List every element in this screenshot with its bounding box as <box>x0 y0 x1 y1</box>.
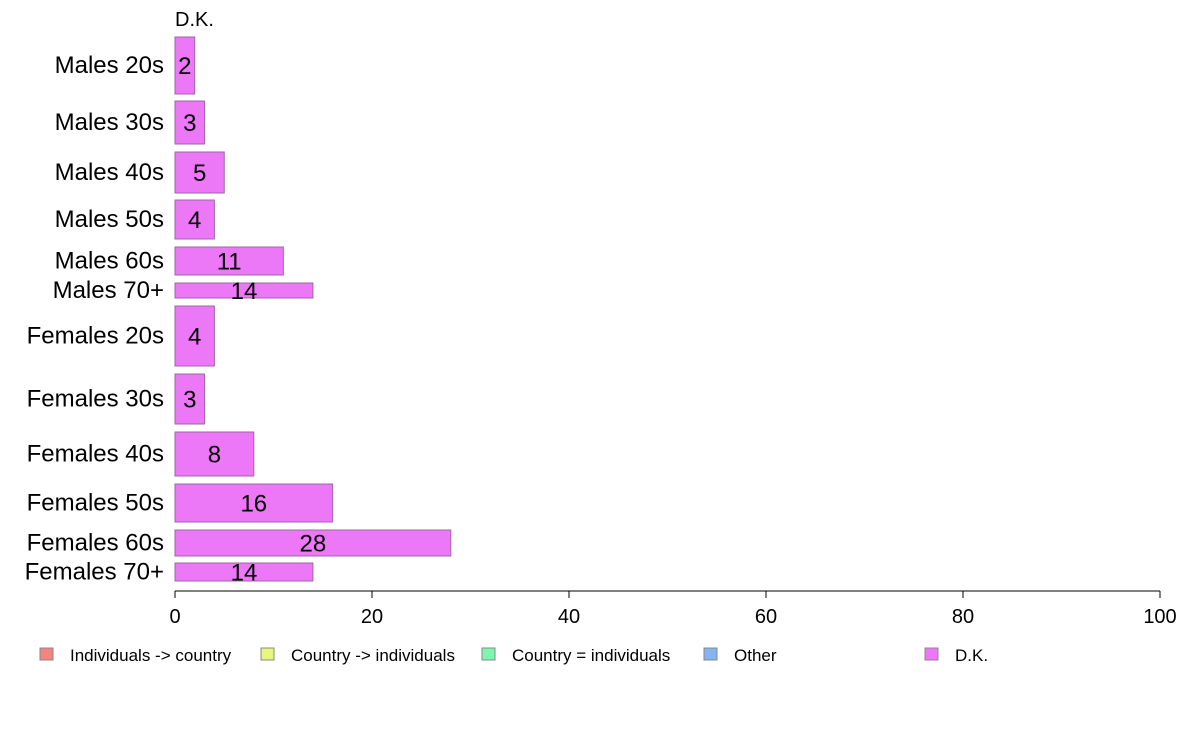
bar-value-label: 11 <box>217 249 242 276</box>
category-label: Females 40s <box>27 441 164 468</box>
category-labels: D.K. Males 20s 2 Males 30s 3 Males 40s 5 Males … <box>25 9 327 587</box>
legend-swatch <box>260 647 275 661</box>
legend-label: Country -> individuals <box>291 646 455 665</box>
bar-segment <box>174 431 255 477</box>
legend: Individuals -> country Country -> individ… <box>39 646 988 665</box>
x-tick-label: 100 <box>1143 606 1176 628</box>
legend-swatch <box>39 647 54 661</box>
bar-segment <box>174 246 284 276</box>
bar-segment <box>174 199 215 240</box>
category-label: Males 30s <box>55 109 164 136</box>
category-label: Males 70+ <box>53 277 164 304</box>
bar-segment <box>174 373 206 425</box>
legend-swatch <box>481 647 496 661</box>
bars-layer <box>174 36 452 582</box>
x-tick-label: 20 <box>361 606 383 628</box>
bar-segment <box>174 151 225 194</box>
top-series-label: D.K. <box>175 9 214 31</box>
x-axis: 0 20 40 60 80 100 <box>169 590 1177 628</box>
category-label: Females 30s <box>27 386 164 413</box>
bar-segment <box>174 305 215 367</box>
legend-label: Country = individuals <box>512 646 670 665</box>
legend-swatch <box>703 647 718 661</box>
bar-value-label: 4 <box>188 324 201 351</box>
bar-value-label: 3 <box>183 387 196 414</box>
bar-segment <box>174 282 314 299</box>
bar-value-label: 3 <box>183 110 196 137</box>
x-tick-label: 40 <box>558 606 580 628</box>
category-label: Females 70+ <box>25 559 164 586</box>
bar-segment <box>174 100 206 145</box>
category-label: Males 20s <box>55 52 164 79</box>
x-tick-label: 80 <box>952 606 974 628</box>
bar-segment <box>174 36 196 95</box>
bar-value-label: 14 <box>231 560 258 587</box>
category-label: Females 20s <box>27 323 164 350</box>
bar-value-label: 4 <box>188 207 201 234</box>
category-label: Males 60s <box>55 248 164 275</box>
x-tick-label: 60 <box>755 606 777 628</box>
category-label: Males 50s <box>55 206 164 233</box>
legend-label: Other <box>734 646 777 665</box>
bar-value-label: 5 <box>193 160 206 187</box>
legend-label: D.K. <box>955 646 988 665</box>
bar-value-label: 2 <box>178 53 191 80</box>
category-label: Males 40s <box>55 159 164 186</box>
category-label: Females 60s <box>27 530 164 557</box>
bar-value-label: 16 <box>240 491 267 518</box>
bar-segment <box>174 529 452 557</box>
bar-value-label: 14 <box>231 278 258 305</box>
category-label: Females 50s <box>27 490 164 517</box>
legend-swatch <box>924 647 939 661</box>
bar-value-label: 8 <box>208 442 221 469</box>
bar-segment <box>174 562 314 582</box>
legend-label: Individuals -> country <box>70 646 232 665</box>
bar-value-label: 28 <box>300 531 327 558</box>
bar-segment <box>174 483 334 523</box>
x-tick-label: 0 <box>169 606 180 628</box>
